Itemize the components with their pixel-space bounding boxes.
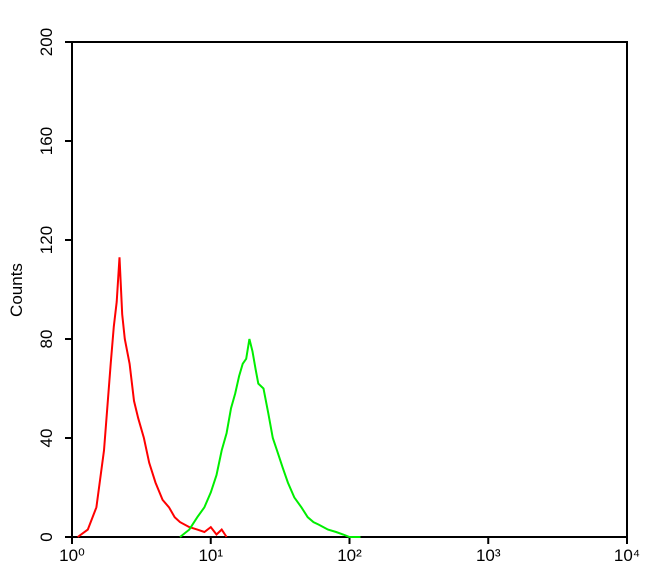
histogram-line — [179, 338, 361, 538]
y-tick-label: 0 — [37, 532, 56, 541]
x-tick-label: 10² — [337, 546, 362, 565]
y-tick-label: 80 — [37, 330, 56, 349]
y-tick-label: 120 — [37, 226, 56, 254]
y-axis-label: Counts — [7, 263, 26, 317]
y-tick-label: 40 — [37, 429, 56, 448]
histogram-line — [77, 257, 228, 538]
x-tick-label: 10³ — [476, 546, 501, 565]
x-tick-label: 10⁰ — [59, 546, 85, 565]
y-tick-label: 160 — [37, 127, 56, 155]
plot-frame — [71, 41, 628, 538]
x-tick-label: 10¹ — [198, 546, 223, 565]
x-tick-label: 10⁴ — [614, 546, 640, 565]
y-tick-label: 200 — [37, 28, 56, 56]
